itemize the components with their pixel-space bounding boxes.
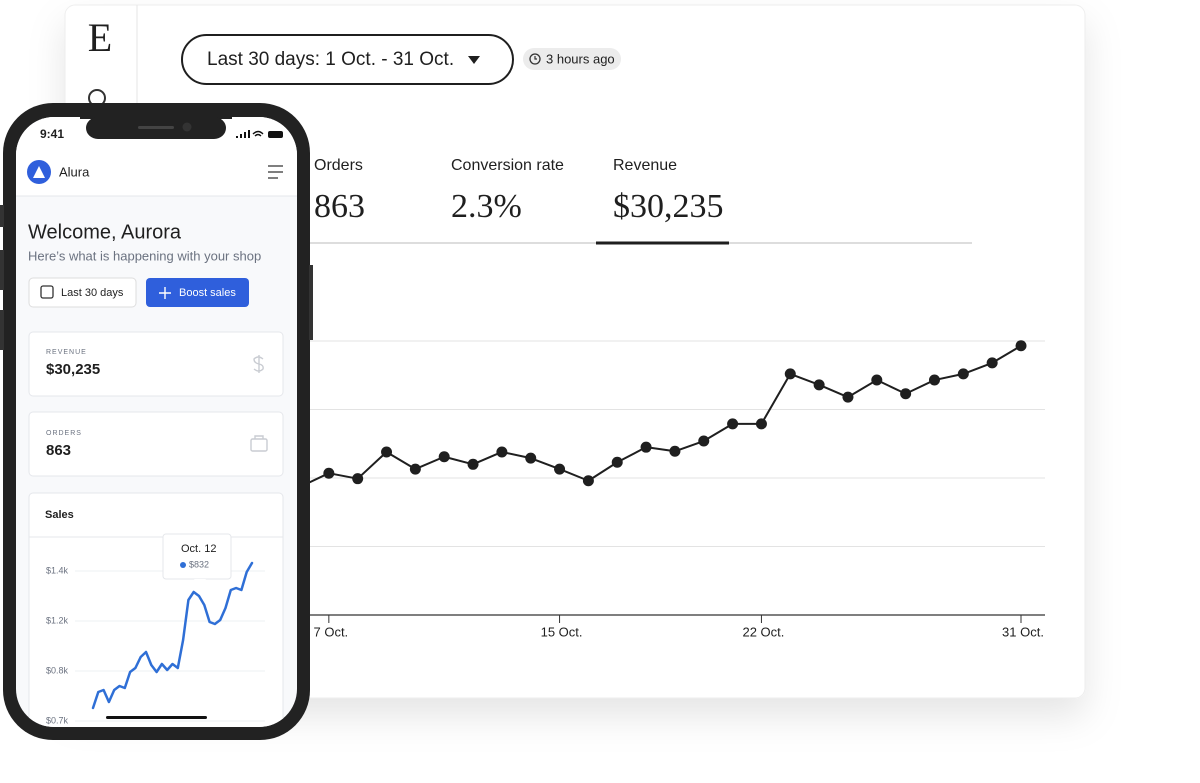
data-point bbox=[640, 441, 652, 453]
date-range: Last 30 days: 1 Oct. - 31 Oct. bbox=[207, 49, 454, 70]
y-tick-label: $1.2k bbox=[46, 615, 69, 625]
plus-icon bbox=[159, 287, 171, 299]
phone-button bbox=[0, 250, 4, 290]
data-point bbox=[813, 379, 825, 391]
signal-icon bbox=[236, 130, 250, 138]
data-point bbox=[698, 435, 710, 447]
camera bbox=[182, 122, 192, 132]
revenue-card bbox=[28, 331, 284, 397]
data-point bbox=[323, 467, 335, 479]
metric-label: Orders bbox=[314, 157, 363, 174]
data-point bbox=[409, 463, 421, 475]
data-point bbox=[755, 418, 767, 430]
bag-handle bbox=[254, 435, 264, 439]
tooltip bbox=[162, 533, 232, 580]
data-point bbox=[1015, 340, 1027, 352]
logo: E bbox=[88, 15, 112, 60]
x-tick-label: 15 Oct. bbox=[541, 624, 583, 639]
x-tick-label: 22 Oct. bbox=[742, 624, 784, 639]
speaker bbox=[138, 126, 174, 129]
sales-chart: $1.4k $1.2k $0.8k $0.7k bbox=[46, 561, 265, 725]
y-tick-label: $0.7k bbox=[46, 715, 69, 725]
metric-value: $30,235 bbox=[613, 188, 724, 225]
dropdown-arrow bbox=[468, 56, 480, 64]
data-point bbox=[727, 418, 739, 430]
data-point bbox=[525, 452, 537, 464]
clock-icon bbox=[529, 53, 541, 65]
data-point bbox=[611, 456, 623, 468]
phone-screen: 9:41 Alura Welcome, Aurora Here’s what i… bbox=[16, 117, 297, 727]
tooltip-value: $832 bbox=[189, 559, 209, 569]
status-time: 9:41 bbox=[40, 127, 64, 141]
data-point bbox=[986, 357, 998, 369]
data-point bbox=[784, 368, 796, 380]
x-tick-label: 31 Oct. bbox=[1002, 624, 1044, 639]
y-tick-label: $1.4k bbox=[46, 565, 69, 575]
card-value: 863 bbox=[46, 442, 71, 459]
metric-value: 863 bbox=[314, 188, 365, 225]
updated-badge bbox=[523, 48, 621, 70]
tooltip-dot bbox=[180, 562, 186, 568]
data-point bbox=[957, 368, 969, 380]
orders-card bbox=[28, 411, 284, 477]
data-point bbox=[381, 446, 393, 458]
card-value: $30,235 bbox=[46, 361, 100, 378]
data-point bbox=[496, 446, 508, 458]
data-point bbox=[871, 374, 883, 386]
data-point bbox=[467, 458, 479, 470]
app-logo-mark bbox=[33, 166, 45, 178]
welcome: Welcome, Aurora bbox=[28, 221, 182, 243]
date-button[interactable] bbox=[28, 277, 137, 308]
y-tick-label: $0.8k bbox=[46, 665, 69, 675]
calendar-icon bbox=[40, 285, 54, 299]
data-point bbox=[582, 475, 594, 487]
data-point bbox=[438, 451, 450, 463]
welcome-subtitle: Here’s what is happening with your shop bbox=[28, 248, 261, 263]
home-indicator bbox=[106, 716, 207, 719]
data-point bbox=[352, 473, 364, 485]
phone-button bbox=[309, 265, 313, 340]
dollar-icon bbox=[253, 355, 264, 373]
date-button-label: Last 30 days bbox=[61, 287, 124, 299]
menu-icon[interactable] bbox=[268, 165, 283, 179]
phone-button bbox=[0, 310, 4, 350]
card-label: REVENUE bbox=[46, 349, 87, 356]
desktop-window: E Last 30 days: 1 Oct. - 31 Oct. 3 hours… bbox=[64, 4, 1086, 699]
boost-button-label: Boost sales bbox=[179, 287, 236, 299]
data-point bbox=[669, 445, 681, 457]
app-name: Alura bbox=[59, 164, 90, 179]
data-line bbox=[91, 561, 254, 710]
date-selector[interactable] bbox=[181, 34, 514, 85]
phone-button bbox=[0, 205, 4, 227]
tooltip-arrow bbox=[194, 579, 206, 585]
metric-label: Conversion rate bbox=[451, 157, 564, 174]
data-point bbox=[928, 374, 940, 386]
card-label: ORDERS bbox=[46, 430, 82, 437]
bag-icon bbox=[250, 438, 268, 452]
data-point bbox=[842, 391, 854, 403]
wifi-icon bbox=[252, 130, 264, 137]
updated-text: 3 hours ago bbox=[546, 51, 615, 66]
data-point bbox=[900, 388, 912, 400]
tooltip-date: Oct. 12 bbox=[181, 543, 216, 555]
x-tick-label: 7 Oct. bbox=[313, 624, 348, 639]
data-point bbox=[554, 463, 566, 475]
boost-button[interactable] bbox=[146, 278, 249, 307]
phone: 9:41 Alura Welcome, Aurora Here’s what i… bbox=[0, 103, 313, 740]
metric-value: 2.3% bbox=[451, 188, 522, 225]
metric-label: Revenue bbox=[613, 157, 677, 174]
battery-icon bbox=[268, 131, 283, 138]
sales-title: Sales bbox=[45, 509, 74, 521]
clock-hands bbox=[534, 56, 537, 60]
